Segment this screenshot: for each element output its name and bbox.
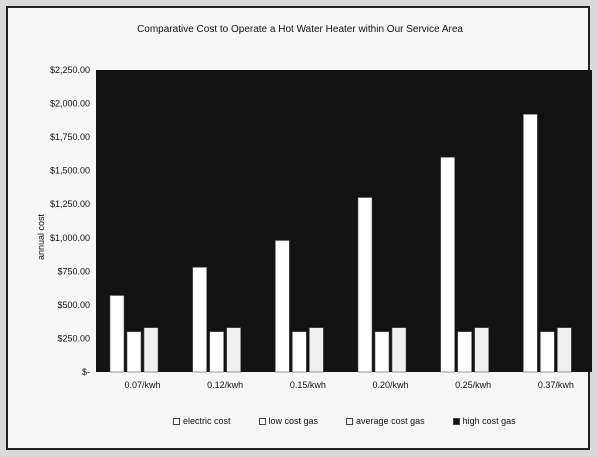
y-tick-label: $1,250.00: [50, 199, 90, 209]
bar: [358, 198, 372, 372]
legend-item: high cost gas: [453, 416, 516, 426]
bar: [193, 267, 207, 372]
y-tick-label: $2,000.00: [50, 99, 90, 109]
x-tick-label: 0.07/kwh: [124, 380, 160, 390]
x-tick-label: 0.12/kwh: [207, 380, 243, 390]
bar: [110, 295, 124, 372]
legend-swatch: [453, 418, 460, 425]
x-tick-label: 0.15/kwh: [290, 380, 326, 390]
bar: [523, 114, 537, 372]
bar: [441, 157, 455, 372]
x-tick-label: 0.20/kwh: [372, 380, 408, 390]
legend-label: average cost gas: [356, 416, 425, 426]
bar: [275, 240, 289, 372]
bar: [557, 328, 571, 372]
bar: [392, 328, 406, 372]
bar: [144, 328, 158, 372]
legend-label: low cost gas: [269, 416, 319, 426]
y-tick-label: $750.00: [57, 266, 90, 276]
y-tick-label: $1,500.00: [50, 166, 90, 176]
bar: [458, 332, 472, 372]
y-tick-label: $2,250.00: [50, 65, 90, 75]
y-tick-label: $-: [82, 367, 90, 377]
bar: [210, 332, 224, 372]
x-tick-label: 0.25/kwh: [455, 380, 491, 390]
legend-item: electric cost: [173, 416, 231, 426]
bar: [375, 332, 389, 372]
y-tick-label: $500.00: [57, 300, 90, 310]
bar: [227, 328, 241, 372]
legend-label: electric cost: [183, 416, 231, 426]
legend-label: high cost gas: [463, 416, 516, 426]
y-axis-label: annual cost: [36, 213, 46, 260]
legend: electric cost low cost gas average cost ga…: [173, 412, 593, 430]
bar: [475, 328, 489, 372]
bar: [127, 332, 141, 372]
plot-area: [96, 70, 592, 372]
chart-frame: Comparative Cost to Operate a Hot Water …: [6, 6, 590, 450]
y-tick-label: $1,750.00: [50, 132, 90, 142]
x-tick-label: 0.37/kwh: [538, 380, 574, 390]
y-tick-label: $250.00: [57, 333, 90, 343]
legend-item: low cost gas: [259, 416, 319, 426]
legend-swatch: [259, 418, 266, 425]
legend-swatch: [173, 418, 180, 425]
bar-chart: annual cost $- $250.00 $500.00 $750.00 $1,000…: [8, 8, 592, 452]
bar: [309, 328, 323, 372]
legend-item: average cost gas: [346, 416, 425, 426]
bar: [292, 332, 306, 372]
legend-swatch: [346, 418, 353, 425]
bar: [540, 332, 554, 372]
y-tick-label: $1,000.00: [50, 233, 90, 243]
